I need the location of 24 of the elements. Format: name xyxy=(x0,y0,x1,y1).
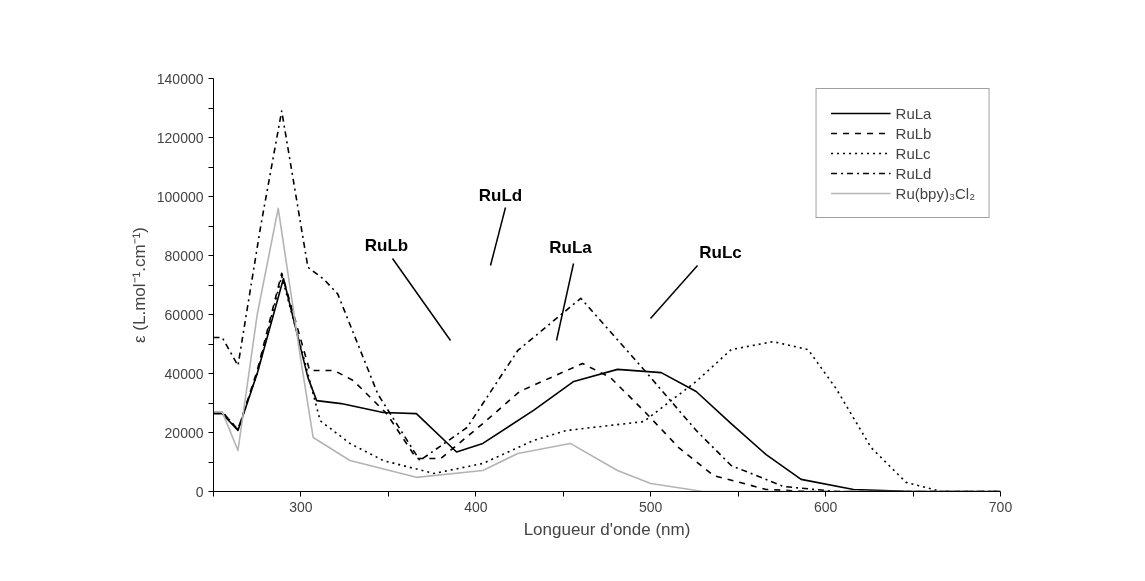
x-tick-label: 600 xyxy=(813,498,838,515)
y-tick-label: 60000 xyxy=(164,306,204,323)
y-tick-label: 0 xyxy=(195,483,204,500)
x-tick-label: 300 xyxy=(289,498,313,515)
x-tick-label: 500 xyxy=(639,498,663,515)
annotation: RuLd xyxy=(478,186,523,205)
annotation: RuLa xyxy=(549,238,593,257)
y-axis-title: ε (L.mol⁻¹.cm⁻¹) xyxy=(129,227,149,343)
annotation: RuLb xyxy=(364,236,409,255)
legend-label: RuLa xyxy=(895,104,932,122)
y-tick-label: 80000 xyxy=(164,247,204,264)
y-tick-label: 20000 xyxy=(164,424,204,441)
annotation: RuLc xyxy=(699,243,742,262)
x-axis-title: Longueur d'onde (nm) xyxy=(523,519,691,539)
y-tick-label: 40000 xyxy=(164,365,204,382)
legend-label: Ru(bpy)₃Cl₂ xyxy=(895,184,975,202)
x-tick-label: 700 xyxy=(988,498,1013,515)
y-tick-label: 120000 xyxy=(156,129,204,146)
legend-label: RuLd xyxy=(895,164,932,182)
y-tick-label: 140000 xyxy=(156,70,204,87)
legend-label: RuLb xyxy=(895,124,932,142)
x-tick-label: 400 xyxy=(464,498,488,515)
legend-label: RuLc xyxy=(895,144,931,162)
y-tick-label: 100000 xyxy=(156,188,204,205)
